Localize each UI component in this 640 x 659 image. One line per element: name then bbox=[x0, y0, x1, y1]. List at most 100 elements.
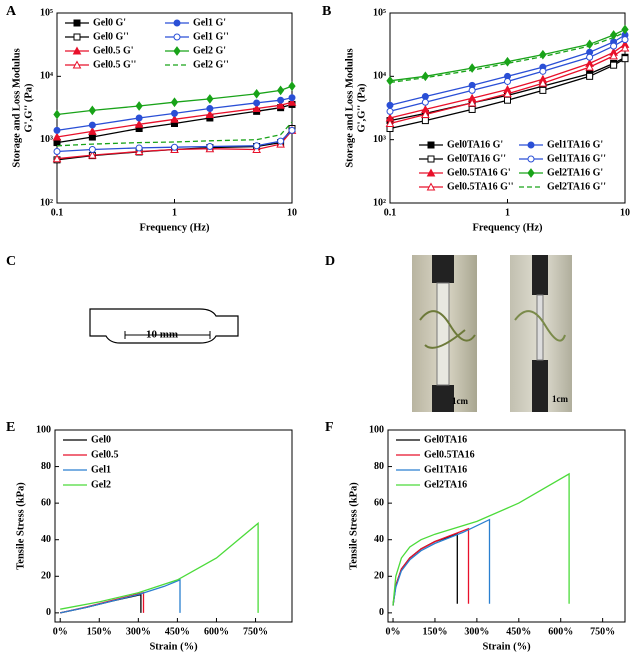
panel-label: A bbox=[6, 4, 17, 19]
x-tick-label: 150% bbox=[422, 626, 447, 637]
marker bbox=[53, 109, 61, 120]
legend-label: Gel0.5 bbox=[91, 449, 119, 460]
marker bbox=[170, 97, 179, 108]
y-tick-label: 80 bbox=[374, 461, 384, 472]
legend-label: Gel1 bbox=[91, 464, 111, 475]
data-line bbox=[56, 85, 293, 116]
legend-label: Gel0.5TA16 G'' bbox=[447, 181, 514, 192]
marker bbox=[288, 81, 296, 91]
marker bbox=[610, 61, 618, 69]
panel-label: C bbox=[6, 254, 16, 269]
marker bbox=[206, 143, 214, 151]
marker bbox=[621, 36, 629, 44]
marker bbox=[503, 89, 512, 98]
legend-label: Gel0TA16 G'' bbox=[447, 153, 506, 164]
marker bbox=[503, 56, 512, 67]
y-tick-label: 100 bbox=[36, 424, 51, 435]
y-tick-label: 10⁵ bbox=[373, 7, 386, 18]
y-tick-label: 100 bbox=[369, 424, 384, 435]
legend-label: Gel2 G'' bbox=[193, 59, 229, 70]
legend-marker bbox=[173, 19, 181, 27]
legend-marker bbox=[427, 141, 435, 149]
panel-label: D bbox=[325, 254, 335, 269]
legend-label: Gel0.5TA16 bbox=[424, 449, 475, 460]
marker bbox=[538, 78, 548, 87]
marker bbox=[253, 142, 261, 150]
marker bbox=[609, 51, 618, 60]
marker bbox=[586, 72, 594, 80]
marker bbox=[386, 107, 394, 115]
marker bbox=[386, 75, 394, 86]
y-tick-label: 10³ bbox=[40, 134, 53, 145]
data-line bbox=[389, 28, 626, 82]
legend-label: Gel0TA16 G' bbox=[447, 139, 503, 150]
y-tick-label: 10⁵ bbox=[40, 7, 53, 18]
data-line bbox=[60, 521, 259, 613]
clamp bbox=[432, 255, 454, 283]
legend-marker bbox=[426, 168, 436, 177]
x-axis-label: Strain (%) bbox=[482, 641, 531, 652]
marker bbox=[206, 94, 214, 104]
photo-detail bbox=[419, 310, 476, 349]
marker bbox=[252, 103, 261, 113]
x-tick-label: 0.1 bbox=[384, 207, 397, 218]
data-line bbox=[389, 47, 626, 125]
marker bbox=[287, 97, 297, 106]
series bbox=[52, 97, 297, 141]
x-tick-label: 1 bbox=[505, 207, 510, 218]
plot-frame bbox=[387, 429, 626, 623]
legend-marker bbox=[527, 155, 535, 163]
marker bbox=[88, 145, 96, 153]
dimension-label: 10 mm bbox=[146, 329, 178, 341]
x-tick-label: 10 bbox=[620, 207, 630, 218]
x-tick-label: 450% bbox=[165, 626, 190, 637]
legend-label: Gel2TA16 G'' bbox=[547, 181, 606, 192]
legend-label: Gel1TA16 bbox=[424, 464, 467, 475]
data-line bbox=[60, 578, 181, 614]
marker bbox=[171, 109, 178, 117]
y-tick-label: 10⁴ bbox=[373, 71, 386, 82]
marker bbox=[277, 137, 285, 145]
legend-marker bbox=[72, 46, 82, 55]
photo-detail bbox=[514, 310, 566, 342]
legend-label: Gel0.5 G' bbox=[93, 45, 134, 56]
y-tick-label: 40 bbox=[374, 534, 384, 545]
legend-label: Gel1TA16 G'' bbox=[547, 153, 606, 164]
data-line bbox=[389, 43, 626, 119]
specimen bbox=[89, 308, 239, 344]
marker bbox=[586, 53, 594, 61]
y-tick-label: 20 bbox=[41, 571, 51, 582]
legend-label: Gel0 bbox=[91, 434, 111, 445]
x-tick-label: 0% bbox=[53, 626, 68, 637]
marker bbox=[585, 62, 594, 71]
legend-marker bbox=[73, 33, 81, 41]
marker bbox=[135, 114, 143, 122]
x-tick-label: 1 bbox=[172, 207, 177, 218]
clamp bbox=[532, 255, 548, 295]
x-tick-label: 450% bbox=[506, 626, 531, 637]
marker bbox=[253, 88, 261, 99]
marker bbox=[135, 144, 143, 152]
marker bbox=[277, 96, 285, 104]
series bbox=[392, 472, 570, 606]
marker bbox=[134, 119, 144, 128]
clamp bbox=[432, 385, 454, 412]
data-line bbox=[56, 101, 293, 138]
marker bbox=[504, 96, 511, 104]
y-tick-label: 0 bbox=[46, 607, 51, 618]
legend-marker bbox=[527, 141, 535, 149]
x-tick-label: 750% bbox=[590, 626, 615, 637]
legend-label: Gel2 bbox=[91, 479, 111, 490]
y-tick-label: 10² bbox=[40, 197, 53, 208]
marker bbox=[253, 99, 261, 107]
legend-label: Gel0.5 G'' bbox=[93, 59, 137, 70]
data-line bbox=[389, 58, 626, 130]
marker bbox=[52, 154, 62, 163]
panel-label: F bbox=[325, 420, 334, 435]
marker bbox=[52, 132, 62, 141]
marker bbox=[385, 118, 395, 127]
panel-label: B bbox=[322, 4, 331, 19]
data-line bbox=[389, 56, 626, 122]
data-line bbox=[56, 129, 293, 160]
sample bbox=[536, 294, 544, 361]
